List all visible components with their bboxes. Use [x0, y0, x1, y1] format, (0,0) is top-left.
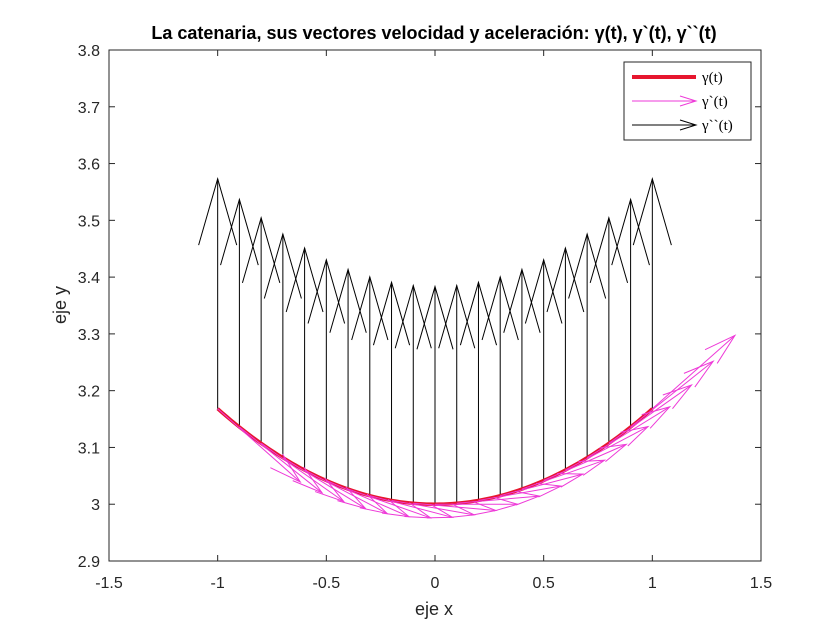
- legend-swatch: [632, 95, 698, 107]
- x-tick-label: 1: [648, 575, 657, 592]
- legend-entry: γ``(t): [632, 118, 733, 134]
- acceleration-vector: [568, 232, 607, 458]
- acceleration-vector: [307, 258, 346, 481]
- legend-label: γ(t): [701, 70, 723, 86]
- y-tick-label: 3: [91, 497, 100, 514]
- acceleration-vector: [632, 177, 672, 409]
- acceleration-vector: [394, 283, 432, 504]
- acceleration-vector: [481, 275, 519, 496]
- y-tick-label: 3.8: [78, 43, 100, 60]
- velocity-vector: [521, 459, 607, 490]
- legend-label: γ``(t): [701, 118, 733, 134]
- y-tick-label: 3.7: [78, 100, 100, 117]
- velocity-vector: [608, 384, 693, 444]
- x-axis-label: eje x: [415, 599, 453, 619]
- y-tick-label: 3.4: [78, 270, 100, 287]
- y-tick-label: 3.5: [78, 213, 100, 230]
- acceleration-vector: [459, 280, 498, 501]
- y-tick-label: 2.9: [78, 554, 100, 571]
- acceleration-vector: [351, 275, 389, 496]
- chart-title: La catenaria, sus vectores velocidad y a…: [151, 23, 716, 43]
- x-tick-label: 0.5: [533, 575, 555, 592]
- legend: γ(t) γ`(t) γ``(t): [623, 61, 752, 141]
- y-tick-label: 3.2: [78, 384, 100, 401]
- acceleration-vector: [241, 216, 281, 444]
- acceleration-vector: [329, 267, 367, 490]
- plot-area: [198, 177, 737, 519]
- x-tick-label: -1: [211, 575, 225, 592]
- acceleration-vector: [589, 216, 629, 444]
- legend-label: γ`(t): [701, 94, 728, 110]
- y-tick-label: 3.1: [78, 440, 100, 457]
- y-tick-label: 3.3: [78, 327, 100, 344]
- acceleration-vector: [220, 197, 259, 427]
- legend-swatch: [632, 119, 698, 131]
- x-tick-label: 0: [431, 575, 440, 592]
- acceleration-vector: [503, 267, 541, 490]
- acceleration-vector: [198, 177, 238, 409]
- velocity-vector: [217, 408, 302, 484]
- velocity-vector: [260, 442, 346, 503]
- x-tick-label: -1.5: [95, 575, 123, 592]
- velocity-vector: [630, 360, 715, 428]
- legend-entry: γ`(t): [632, 94, 728, 110]
- acceleration-vector: [285, 246, 324, 471]
- acceleration-vector: [611, 197, 650, 427]
- velocity-vector: [239, 426, 324, 494]
- velocity-vector: [565, 425, 650, 471]
- y-axis-label: eje y: [50, 286, 70, 324]
- acceleration-vector: [416, 284, 454, 505]
- axes: -1.5 -1 -0.5 0 0.5 1 1.5 2.9 3 3.1 3.2 3.3 3.4 3.5 3.6…: [78, 43, 772, 592]
- acceleration-vector: [524, 258, 563, 481]
- velocity-vector: [369, 495, 455, 519]
- velocity-vector: [500, 472, 585, 497]
- acceleration-vector: [546, 246, 585, 471]
- x-tick-label: 1.5: [750, 575, 772, 592]
- acceleration-vector: [438, 283, 476, 504]
- y-tick-label: 3.6: [78, 157, 100, 174]
- acceleration-vector: [263, 232, 302, 458]
- velocity-vector: [586, 405, 672, 459]
- acceleration-vector: [372, 280, 411, 501]
- velocity-vector: [282, 457, 367, 510]
- velocity-vector: [652, 334, 737, 410]
- velocity-vector: [543, 443, 628, 481]
- x-tick-label: -0.5: [313, 575, 341, 592]
- legend-entry: γ(t): [632, 70, 723, 86]
